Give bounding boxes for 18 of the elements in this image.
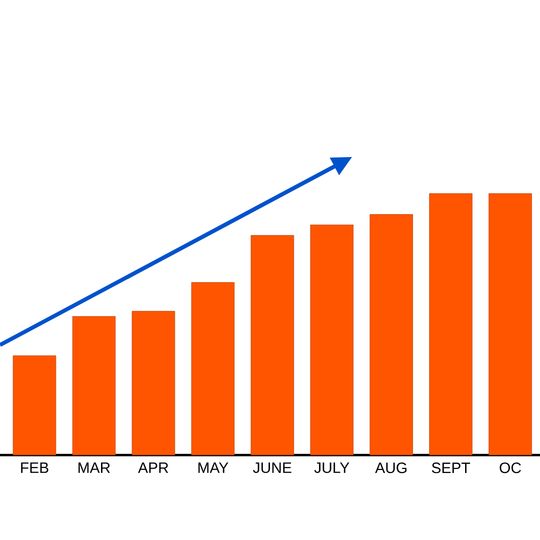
bar — [12, 355, 56, 456]
x-tick-label: APR — [138, 462, 168, 473]
bar — [250, 235, 294, 456]
x-tick-label: AUG — [375, 462, 406, 474]
bar — [429, 193, 472, 456]
x-tick-label: JULY — [314, 462, 350, 473]
x-tick-label: JUNE — [253, 462, 292, 473]
bar — [310, 224, 354, 456]
x-tick-label: FEB — [21, 462, 48, 473]
bar — [72, 316, 116, 456]
bar — [191, 282, 235, 456]
x-tick-label: MAY — [198, 462, 228, 473]
bar — [370, 214, 413, 456]
bar — [132, 310, 176, 456]
x-tick-label: MAR — [78, 462, 110, 473]
x-tick-label: OC — [500, 462, 521, 474]
x-tick-label: SEPT — [432, 462, 470, 474]
bar — [488, 193, 532, 456]
